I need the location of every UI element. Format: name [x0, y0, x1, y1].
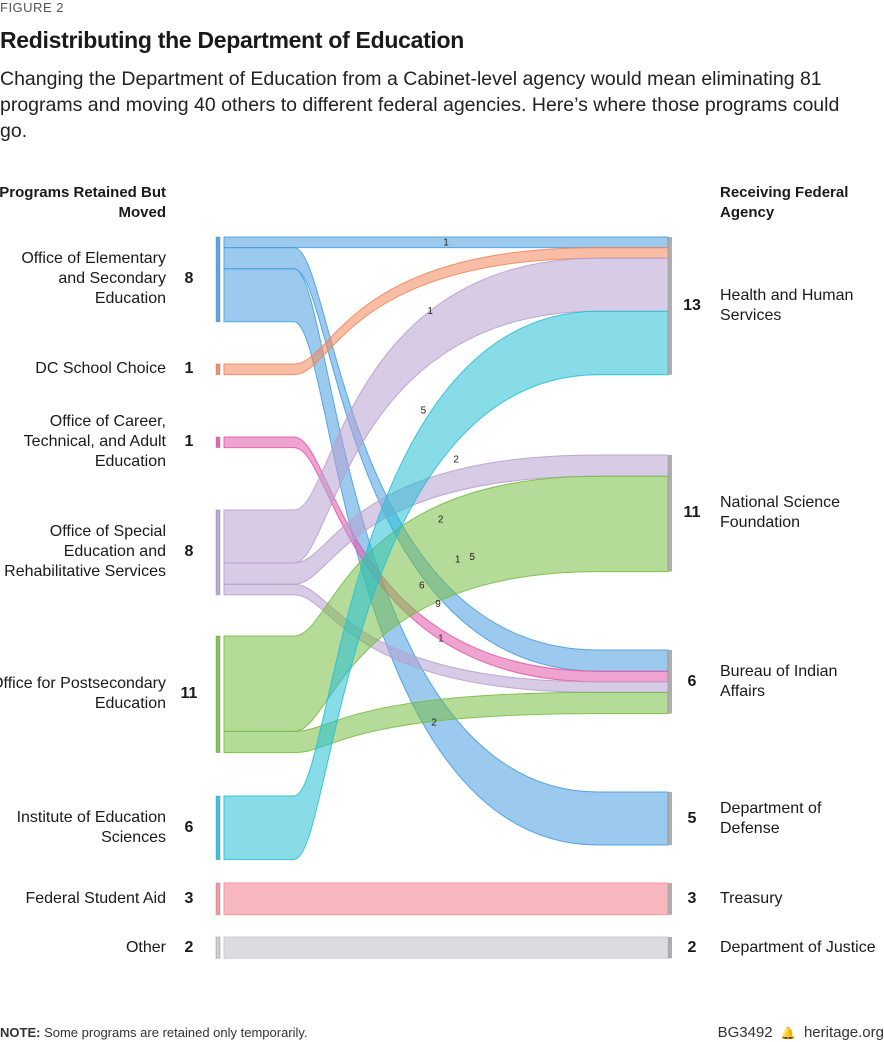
- right-column-heading: Receiving Federal Agency: [720, 184, 849, 221]
- source-label-oese: Office of Elementary and Secondary Educa…: [21, 250, 166, 308]
- source-node-bar-osers: [215, 509, 221, 596]
- target-count-nsf: 11: [683, 504, 701, 522]
- target-node-bar-doj: [668, 937, 672, 959]
- flow-value-label: 6: [419, 580, 425, 591]
- target-label-dod: Department of Defense: [720, 799, 822, 837]
- node-bars-layer: [215, 236, 672, 959]
- source-count-octae: 1: [184, 433, 194, 451]
- source-node-bar-ies: [215, 795, 221, 861]
- flow-fsa-to-treasury: [223, 882, 669, 916]
- source-label-fsa: Federal Student Aid: [25, 889, 166, 907]
- source-count-other: 2: [184, 938, 194, 956]
- source-node-bar-ope: [215, 635, 221, 754]
- credit-line[interactable]: BG3492 🔔 heritage.org: [718, 1024, 884, 1041]
- source-node-bar-octae: [215, 436, 221, 449]
- flow-value-label: 2: [431, 718, 437, 729]
- target-node-bar-nsf: [668, 455, 672, 572]
- source-count-osers: 8: [184, 543, 194, 561]
- flow-value-label: 2: [438, 515, 444, 526]
- flow-value-label: 5: [469, 552, 475, 563]
- liberty-bell-icon: 🔔: [780, 1026, 796, 1040]
- target-count-dod: 5: [687, 809, 697, 827]
- subtitle: Changing the Department of Education fro…: [0, 68, 840, 142]
- source-node-bar-fsa: [215, 882, 221, 916]
- source-label-dcsc: DC School Choice: [35, 360, 166, 378]
- source-label-other: Other: [125, 938, 166, 956]
- flow-value-label: 1: [455, 554, 461, 565]
- flow-value-label: 1: [427, 306, 433, 317]
- footnote: NOTE: Some programs are retained only te…: [0, 1025, 308, 1040]
- source-label-ies: Institute of Education Sciences: [16, 808, 166, 846]
- source-label-osers: Office of Special Education and Rehabili…: [4, 523, 166, 581]
- source-label-ope: Office for Postsecondary Education: [0, 675, 166, 713]
- flow-value-label: 1: [443, 237, 449, 248]
- source-count-ies: 6: [184, 818, 194, 836]
- flow-value-label: 5: [421, 406, 427, 417]
- target-node-bar-treasury: [668, 883, 672, 915]
- target-label-treasury: Treasury: [720, 889, 783, 907]
- source-count-oese: 8: [184, 270, 194, 288]
- flows-layer: [223, 236, 669, 959]
- flow-value-label: 2: [453, 454, 459, 465]
- page-title: Redistributing the Department of Educati…: [0, 27, 465, 53]
- target-node-bar-bia: [668, 650, 672, 714]
- target-node-bar-hhs: [668, 237, 672, 375]
- left-column-heading: Programs Retained But Moved: [0, 184, 166, 221]
- target-count-doj: 2: [687, 938, 697, 956]
- note-label: NOTE:: [0, 1025, 41, 1040]
- source-count-dcsc: 1: [184, 360, 194, 378]
- source-count-fsa: 3: [184, 889, 194, 907]
- target-count-hhs: 13: [683, 296, 701, 314]
- target-label-bia: Bureau of Indian Affairs: [720, 662, 838, 700]
- target-count-bia: 6: [687, 672, 697, 690]
- target-label-doj: Department of Justice: [720, 938, 876, 956]
- target-label-nsf: National Science Foundation: [720, 494, 841, 532]
- source-node-bar-oese: [215, 236, 221, 323]
- source-node-bar-dcsc: [215, 363, 221, 376]
- source-node-bar-other: [215, 936, 221, 959]
- site-link[interactable]: heritage.org: [803, 1024, 884, 1041]
- target-count-treasury: 3: [687, 889, 697, 907]
- flow-value-label: 9: [435, 599, 441, 610]
- note-text: Some programs are retained only temporar…: [44, 1025, 308, 1040]
- target-label-hhs: Health and Human Services: [720, 286, 854, 324]
- report-code: BG3492: [717, 1024, 773, 1041]
- target-node-bar-dod: [668, 792, 672, 845]
- source-count-ope: 11: [180, 685, 198, 703]
- figure-label: FIGURE 2: [0, 0, 64, 15]
- flow-value-label: 1: [438, 633, 444, 644]
- source-label-octae: Office of Career, Technical, and Adult E…: [23, 413, 166, 471]
- flow-other-to-doj: [223, 936, 669, 959]
